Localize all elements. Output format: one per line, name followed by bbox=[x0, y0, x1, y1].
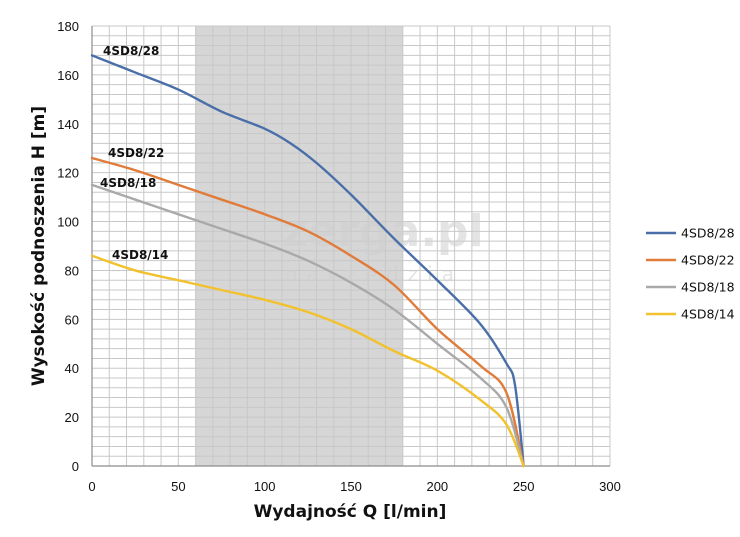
series-labels: 4SD8/28 4SD8/22 4SD8/18 4SD8/14 bbox=[100, 44, 168, 262]
series-line-2 bbox=[90, 156, 525, 468]
legend-label-4: 4SD8/14 bbox=[681, 307, 735, 322]
series-label-4: 4SD8/14 bbox=[112, 248, 168, 262]
watermark-subtext: narzedzia bbox=[285, 262, 463, 286]
series-label-1: 4SD8/28 bbox=[103, 44, 159, 58]
y-tick-label: 40 bbox=[65, 361, 79, 376]
x-tick-label: 50 bbox=[171, 479, 185, 494]
series-label-3: 4SD8/18 bbox=[100, 176, 156, 190]
x-tick-label: 0 bbox=[88, 479, 95, 494]
y-tick-label: 120 bbox=[57, 166, 79, 181]
y-tick-label: 60 bbox=[65, 312, 79, 327]
watermark-text: zerga.pl bbox=[282, 206, 484, 257]
x-tick-label: 300 bbox=[599, 479, 621, 494]
series-lines bbox=[90, 54, 525, 468]
series-line-1 bbox=[90, 54, 525, 468]
series-label-2: 4SD8/22 bbox=[108, 146, 164, 160]
y-tick-label: 80 bbox=[65, 263, 79, 278]
legend-label-1: 4SD8/28 bbox=[681, 226, 735, 241]
legend-label-2: 4SD8/22 bbox=[681, 253, 735, 268]
x-tick-label: 250 bbox=[513, 479, 535, 494]
x-axis-title: Wydajność Q [l/min] bbox=[254, 502, 447, 522]
watermark: zerga.pl narzedzia bbox=[282, 206, 484, 286]
y-tick-label: 140 bbox=[57, 117, 79, 132]
y-axis-title: Wysokość podnoszenia H [m] bbox=[29, 106, 49, 386]
x-tick-label: 150 bbox=[340, 479, 362, 494]
y-tick-label: 180 bbox=[57, 19, 79, 34]
y-tick-label: 0 bbox=[72, 459, 79, 474]
y-tick-label: 160 bbox=[57, 68, 79, 83]
legend: 4SD8/28 4SD8/22 4SD8/18 4SD8/14 bbox=[646, 226, 735, 322]
series-line-3 bbox=[90, 183, 525, 468]
x-tick-label: 100 bbox=[254, 479, 276, 494]
x-tick-label: 200 bbox=[426, 479, 448, 494]
legend-label-3: 4SD8/18 bbox=[681, 280, 735, 295]
y-tick-label: 100 bbox=[57, 215, 79, 230]
series-line-4 bbox=[90, 254, 525, 468]
y-tick-label: 20 bbox=[65, 410, 79, 425]
